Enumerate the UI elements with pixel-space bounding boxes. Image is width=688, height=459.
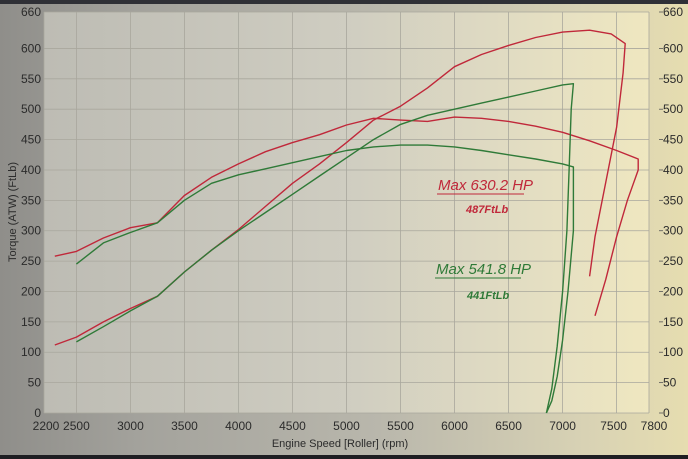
y2-tick-label: 500 [663, 102, 683, 116]
y2-tick-label: 660 [663, 5, 683, 19]
y2-tick-label: 400 [663, 163, 683, 177]
y-tick-label: 100 [21, 345, 41, 359]
y2-tick-label: 150 [663, 315, 683, 329]
run1-max-hp-label: Max 630.2 HP [438, 177, 533, 194]
x-tick-label: 6000 [441, 419, 468, 433]
y2-tick-label: 600 [663, 41, 683, 55]
series-line [75, 144, 575, 414]
bottom-border [0, 455, 688, 459]
x-tick-label: 3500 [171, 419, 198, 433]
y-tick-label: 600 [21, 41, 41, 55]
x-tick-label: 2500 [63, 419, 90, 433]
run2-max-hp-label: Max 541.8 HP [436, 261, 531, 278]
annotation-run1: Max 630.2 HP 487FtLb [437, 177, 533, 216]
y2-tick-label: 200 [663, 284, 683, 298]
y-tick-label: 400 [21, 163, 41, 177]
annotation-run2: Max 541.8 HP 441FtLb [435, 261, 531, 302]
y2-tick-label: 100 [663, 345, 683, 359]
y2-tick-label: 0 [663, 406, 670, 420]
x-tick-label: 6500 [495, 419, 522, 433]
series-line [54, 116, 639, 316]
x-tick-label: 4500 [279, 419, 306, 433]
x-axis-title: Engine Speed [Roller] (rpm) [272, 438, 408, 450]
x-tick-label: 7800 [641, 419, 668, 433]
y-tick-label: 300 [21, 224, 41, 238]
y2-tick-label: 350 [663, 193, 683, 207]
x-tick-label: 3000 [117, 419, 144, 433]
y-tick-label: 150 [21, 315, 41, 329]
x-tick-label: 5500 [387, 419, 414, 433]
series-line [76, 82, 575, 414]
x-axis: 2200 2500 3000 3500 4000 4500 5000 5500 6000 6500… [33, 419, 668, 433]
x-tick-label: 7500 [600, 419, 627, 433]
y-tick-label: 500 [21, 102, 41, 116]
y-axis-title: Torque (ATW) (FtLb) [7, 162, 19, 262]
y-tick-label: 660 [21, 5, 41, 19]
x-tick-label: 7000 [549, 419, 576, 433]
y2-tick-label: 550 [663, 72, 683, 86]
y-axis-right: 0 50 100 150 200 250 300 350 400 450 500 550 600 660 [659, 5, 683, 420]
grid-lines [43, 11, 650, 414]
x-tick-label: 5000 [333, 419, 360, 433]
y-tick-label: 350 [21, 193, 41, 207]
series-lines [54, 29, 639, 414]
y-tick-label: 0 [34, 406, 41, 420]
y2-tick-label: 300 [663, 224, 683, 238]
run1-max-torque-label: 487FtLb [465, 204, 508, 216]
y-tick-label: 50 [28, 376, 42, 390]
y-tick-label: 250 [21, 254, 41, 268]
run2-max-torque-label: 441FtLb [466, 290, 509, 302]
y-axis-left: 0 50 100 150 200 250 300 350 400 450 500 550 600 660 [21, 5, 41, 420]
y2-tick-label: 50 [663, 376, 677, 390]
x-tick-label: 4000 [225, 419, 252, 433]
y-tick-label: 200 [21, 284, 41, 298]
x-tick-label: 2200 [33, 419, 60, 433]
y-tick-label: 450 [21, 133, 41, 147]
y2-tick-label: 450 [663, 133, 683, 147]
top-border [0, 0, 688, 4]
y-tick-label: 550 [21, 72, 41, 86]
y2-tick-label: 250 [663, 254, 683, 268]
